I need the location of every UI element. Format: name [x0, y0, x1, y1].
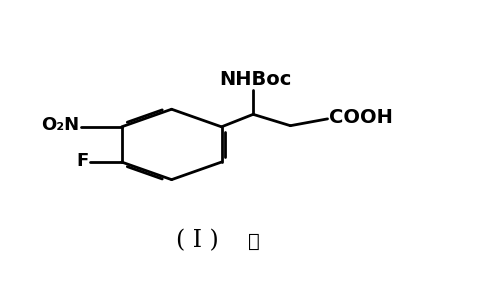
Text: COOH: COOH — [329, 108, 393, 127]
Text: 。: 。 — [248, 233, 259, 251]
Text: O₂N: O₂N — [41, 116, 80, 134]
Text: ( I ): ( I ) — [176, 230, 219, 253]
Text: NHBoc: NHBoc — [219, 70, 291, 89]
Text: F: F — [77, 152, 89, 170]
